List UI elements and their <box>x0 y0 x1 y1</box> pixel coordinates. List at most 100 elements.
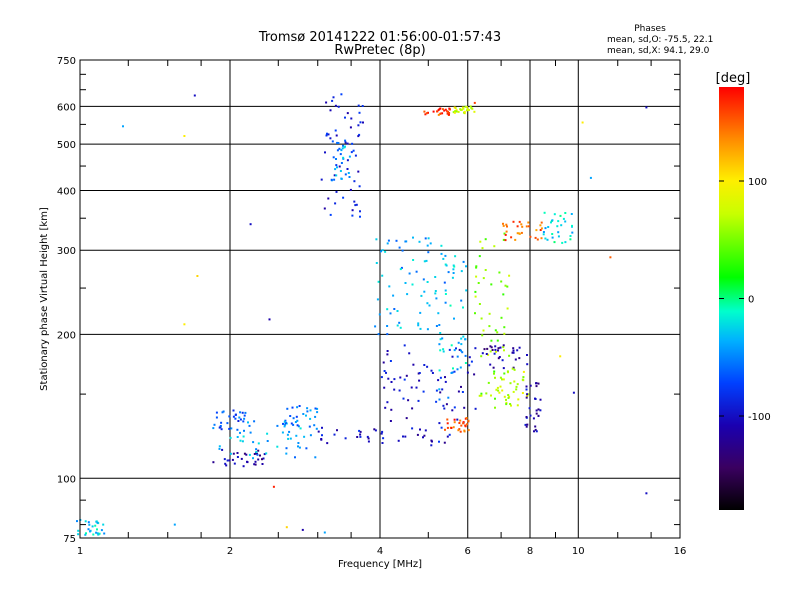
data-point <box>237 420 240 422</box>
data-point <box>534 397 536 400</box>
data-point <box>252 441 255 444</box>
y-tick-label: 200 <box>57 330 76 341</box>
data-point <box>485 353 488 355</box>
data-point <box>359 121 362 124</box>
colorbar-tick-label: 0 <box>748 295 754 306</box>
data-point <box>342 196 345 199</box>
data-point <box>284 423 287 426</box>
data-point <box>465 289 468 292</box>
data-point <box>536 238 539 241</box>
data-point <box>402 397 405 400</box>
data-point <box>490 339 493 342</box>
data-point <box>448 107 451 110</box>
data-point <box>335 174 338 177</box>
data-point <box>358 133 361 136</box>
data-point <box>359 430 362 433</box>
data-point <box>509 382 512 385</box>
data-point <box>498 356 501 358</box>
data-point <box>474 290 477 293</box>
data-point <box>570 213 573 215</box>
data-point <box>358 111 361 114</box>
data-point <box>460 343 463 346</box>
data-point <box>84 520 87 523</box>
data-point <box>340 162 343 164</box>
data-point <box>424 113 427 116</box>
data-point <box>374 429 377 432</box>
data-point <box>399 376 402 379</box>
data-point <box>196 275 199 277</box>
data-point <box>443 109 446 112</box>
data-point <box>478 394 481 397</box>
data-point <box>483 348 486 351</box>
data-point <box>344 173 347 176</box>
data-point <box>223 458 226 461</box>
data-point <box>464 362 467 364</box>
data-point <box>524 423 527 426</box>
data-point <box>525 396 528 399</box>
data-point <box>564 241 567 244</box>
data-point <box>508 274 511 277</box>
data-point <box>418 379 421 382</box>
data-point <box>220 428 223 431</box>
data-point <box>481 352 484 355</box>
data-point <box>248 424 251 427</box>
data-point <box>225 464 228 467</box>
data-point <box>441 108 444 111</box>
data-point <box>296 406 299 409</box>
data-point <box>564 212 567 214</box>
data-point <box>497 357 500 360</box>
data-point <box>520 231 523 234</box>
data-point <box>386 333 389 336</box>
data-point <box>550 221 552 224</box>
data-point <box>382 437 385 440</box>
data-point <box>506 225 508 228</box>
data-point <box>467 420 470 423</box>
y-tick-label: 500 <box>57 140 76 151</box>
data-point <box>436 110 439 113</box>
data-point <box>557 231 560 234</box>
data-point <box>543 211 546 214</box>
data-point <box>429 242 432 245</box>
data-point <box>255 451 258 453</box>
data-point <box>435 400 438 403</box>
data-point <box>173 523 176 526</box>
data-point <box>339 170 342 172</box>
data-point <box>425 112 428 115</box>
data-point <box>569 238 572 241</box>
data-point <box>473 101 476 104</box>
data-point <box>521 225 524 228</box>
data-point <box>103 532 106 535</box>
data-point <box>498 391 501 394</box>
data-point <box>581 121 584 124</box>
data-point <box>343 146 346 149</box>
data-point <box>412 363 415 366</box>
data-point <box>244 411 247 414</box>
data-point <box>438 388 441 391</box>
data-point <box>490 346 493 349</box>
data-point <box>284 419 287 422</box>
data-point <box>463 406 466 409</box>
data-point <box>342 144 344 147</box>
data-point <box>254 460 257 463</box>
data-point <box>335 134 338 137</box>
data-point <box>452 264 455 267</box>
data-point <box>299 427 302 430</box>
data-point <box>462 335 465 338</box>
data-point <box>224 462 227 465</box>
data-point <box>298 446 301 449</box>
data-point <box>500 280 503 283</box>
data-point <box>453 421 456 424</box>
data-point <box>390 381 393 383</box>
data-point <box>380 376 383 379</box>
data-point <box>386 401 389 404</box>
data-point <box>398 246 401 249</box>
data-point <box>456 418 459 421</box>
data-point <box>512 349 515 352</box>
data-point <box>344 437 347 440</box>
data-point <box>474 295 477 298</box>
data-point <box>296 424 299 427</box>
data-point <box>262 457 265 460</box>
data-point <box>286 407 289 410</box>
data-point <box>239 431 241 434</box>
data-point <box>496 339 499 342</box>
